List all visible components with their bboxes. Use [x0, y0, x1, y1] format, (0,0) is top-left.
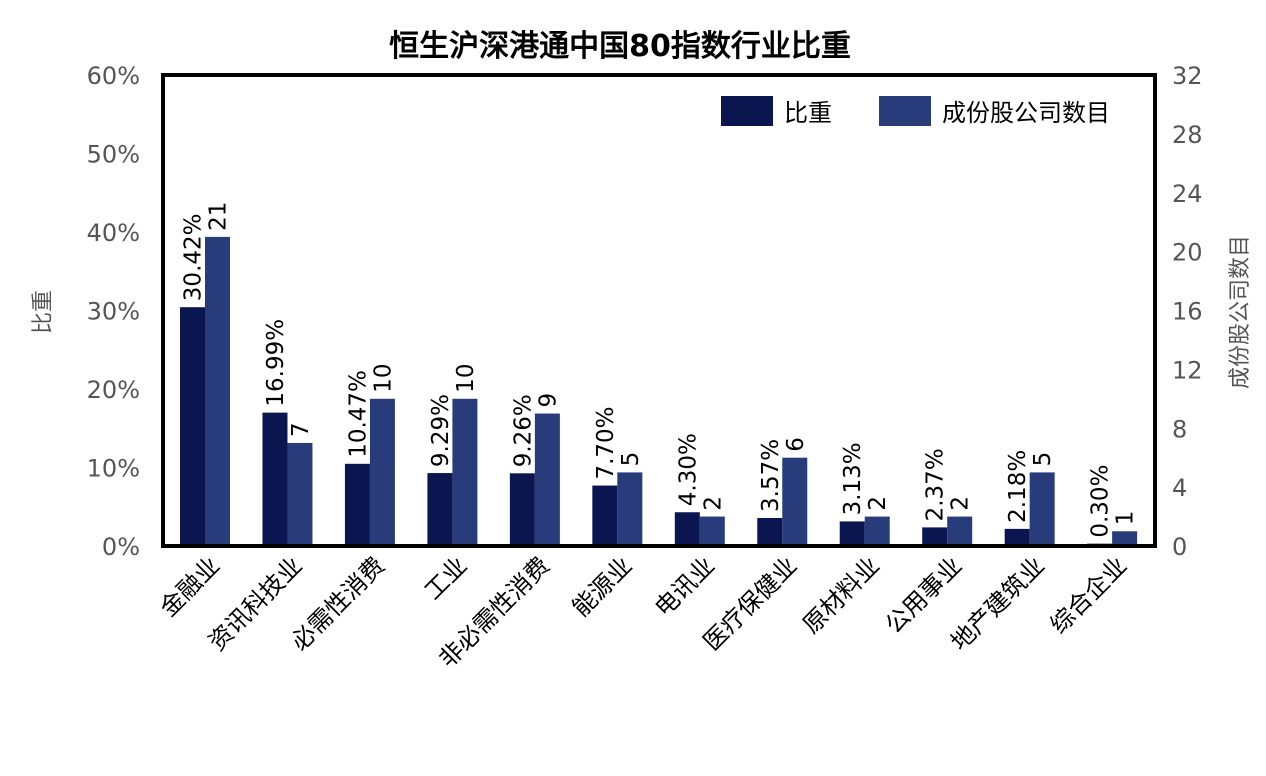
category-label: 能源业 [567, 551, 638, 622]
category-label: 原材料业 [797, 551, 885, 639]
y2-tick-label: 8 [1172, 415, 1187, 443]
bar-count [1029, 472, 1055, 546]
y2-tick-label: 12 [1172, 356, 1203, 384]
bar-weight [839, 521, 865, 546]
data-label-weight: 16.99% [263, 319, 289, 407]
data-label-weight: 9.26% [510, 394, 536, 467]
data-label-count: 1 [1113, 511, 1139, 526]
data-label-count: 21 [206, 202, 232, 231]
bar-weight [509, 473, 535, 546]
legend-swatch-count [879, 96, 931, 126]
data-label-count: 5 [1030, 452, 1056, 467]
bar-count [452, 398, 478, 546]
data-label-count: 6 [783, 437, 809, 452]
data-label-count: 10 [370, 364, 396, 393]
legend-swatch-weight [721, 96, 773, 126]
y2-tick-label: 24 [1172, 180, 1203, 208]
category-label: 金融业 [155, 551, 226, 622]
bar-weight [180, 307, 205, 546]
category-label: 电讯业 [649, 551, 720, 622]
data-label-weight: 7.70% [593, 406, 619, 479]
bar-weight [674, 512, 700, 546]
bar-weight [344, 463, 370, 546]
y-tick-label: 10% [87, 455, 140, 483]
plot-area-frame [161, 73, 1157, 548]
chart-title: 恒生沪深港通中国80指数行业比重 [389, 29, 851, 64]
bar-count [617, 472, 643, 546]
bar-weight [757, 517, 783, 546]
y2-tick-label: 20 [1172, 239, 1203, 267]
y-tick-label: 50% [87, 141, 140, 169]
data-label-count: 10 [453, 364, 479, 393]
category-label: 综合企业 [1045, 551, 1133, 639]
bar-count [947, 516, 973, 546]
legend-label-count: 成份股公司数目 [942, 99, 1110, 127]
bar-weight [427, 473, 453, 546]
data-label-count: 7 [288, 422, 314, 437]
data-label-weight: 30.42% [181, 213, 207, 301]
bar-weight [262, 412, 288, 546]
bar-count [287, 442, 313, 546]
bar-count [864, 516, 890, 546]
y2-tick-label: 16 [1172, 298, 1203, 326]
bar-weight [592, 485, 618, 546]
data-label-count: 2 [948, 496, 974, 511]
legend: 比重 成份股公司数目 [721, 96, 1110, 127]
data-label-count: 9 [535, 393, 561, 408]
data-label-weight: 3.57% [758, 439, 784, 512]
y-tick-label: 0% [102, 533, 140, 561]
bar-series [180, 236, 1138, 546]
y2-tick-label: 0 [1172, 533, 1187, 561]
bar-count [699, 516, 725, 546]
y-axis-ticks: 0% 10% 20% 30% 40% 50% 60% [87, 62, 140, 561]
y2-axis-title: 成份股公司数目 [1228, 235, 1253, 389]
category-label: 工业 [419, 551, 473, 605]
bar-weight [922, 527, 948, 546]
data-label-weight: 2.18% [1005, 450, 1031, 523]
y-tick-label: 30% [87, 298, 140, 326]
bar-count [369, 398, 395, 546]
bar-count [205, 236, 230, 546]
bar-count [534, 413, 560, 546]
bar-count [782, 457, 808, 546]
y2-axis-ticks: 0 4 8 12 16 20 24 28 32 [1172, 62, 1203, 561]
data-label-count: 2 [865, 496, 891, 511]
data-label-weight: 2.37% [923, 448, 949, 521]
data-label-count: 5 [618, 452, 644, 467]
y2-tick-label: 28 [1172, 121, 1203, 149]
y-tick-label: 60% [87, 62, 140, 90]
y2-tick-label: 32 [1172, 62, 1203, 90]
bar-count [1112, 531, 1138, 546]
y-axis-title: 比重 [31, 290, 56, 334]
data-label-count: 2 [700, 496, 726, 511]
y-tick-label: 20% [87, 376, 140, 404]
y-tick-label: 40% [87, 219, 140, 247]
legend-label-weight: 比重 [784, 99, 832, 127]
data-label-weight: 0.30% [1088, 465, 1114, 538]
bar-weight [1004, 528, 1030, 546]
data-label-weight: 10.47% [345, 370, 371, 458]
data-label-weight: 3.13% [840, 442, 866, 515]
data-label-weight: 9.29% [428, 394, 454, 467]
data-label-weight: 4.30% [675, 433, 701, 506]
y2-tick-label: 4 [1172, 474, 1187, 502]
